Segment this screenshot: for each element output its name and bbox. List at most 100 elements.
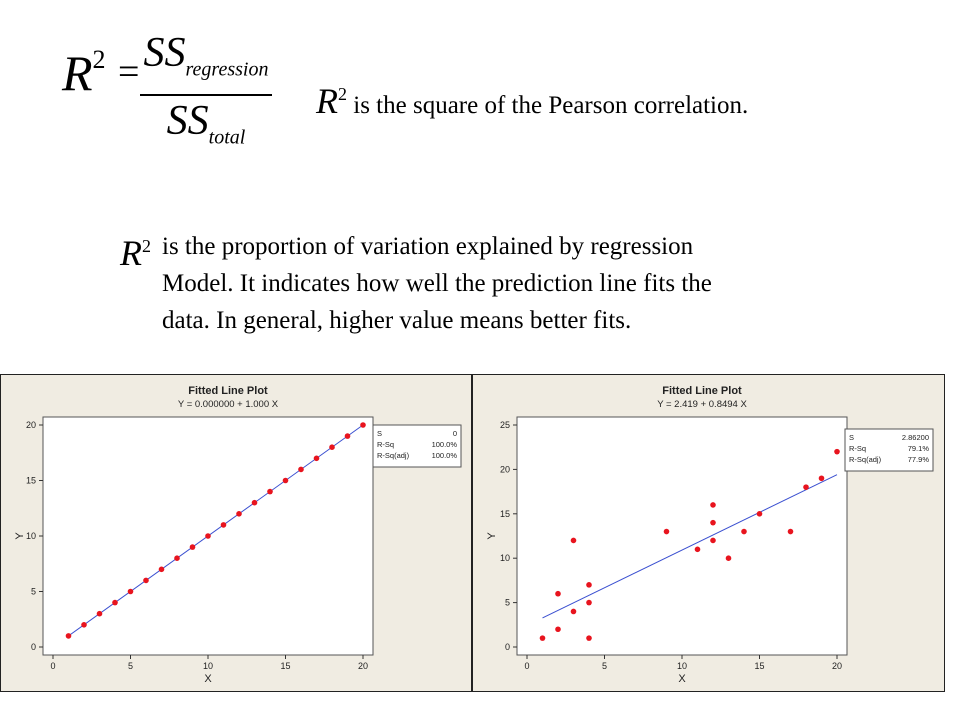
y-axis-label: Y bbox=[486, 532, 498, 540]
x-tick-label: 5 bbox=[602, 661, 607, 671]
y-tick-label: 5 bbox=[31, 587, 36, 597]
stats-box bbox=[372, 424, 462, 468]
x-tick-label: 10 bbox=[203, 661, 213, 671]
chart-subtitle: Y = 0.000000 + 1.000 X bbox=[178, 399, 279, 410]
statement2-line1: is the proportion of variation explained… bbox=[162, 233, 694, 260]
y-tick-label: 0 bbox=[505, 642, 510, 652]
data-point bbox=[205, 533, 211, 539]
data-point bbox=[663, 528, 670, 535]
data-point bbox=[313, 455, 320, 462]
y-tick-label: 5 bbox=[505, 598, 510, 608]
data-point bbox=[834, 448, 840, 455]
data-point bbox=[570, 537, 577, 544]
x-tick-label: 20 bbox=[832, 661, 842, 671]
stat-label: R-Sq(adj) bbox=[849, 455, 882, 464]
data-point bbox=[787, 528, 794, 535]
x-tick-label: 0 bbox=[50, 661, 55, 671]
x-tick-label: 10 bbox=[677, 661, 687, 671]
data-point bbox=[81, 622, 87, 628]
data-point bbox=[329, 444, 335, 450]
fitted-regression-line bbox=[68, 424, 364, 637]
stat-value: 100.0% bbox=[432, 451, 458, 460]
data-point bbox=[112, 599, 118, 606]
data-point bbox=[360, 422, 366, 428]
chart-svg: Fitted Line Plot Y = 0.000000 + 1.000 X 0 5… bbox=[14, 385, 462, 685]
statement2-line3: data. In general, higher value means bet… bbox=[162, 307, 632, 334]
data-point bbox=[555, 590, 561, 597]
stat-value: 77.9% bbox=[908, 455, 930, 464]
y-tick-label: 10 bbox=[500, 553, 510, 563]
stat-value: 100.0% bbox=[432, 440, 458, 449]
fitted-line-plot-left: Fitted Line Plot Y = 0.000000 + 1.000 X 0 5… bbox=[0, 374, 472, 692]
stat-label: R-Sq bbox=[377, 440, 394, 449]
statement2-line2: Model. It indicates how well the predict… bbox=[162, 270, 712, 297]
data-point bbox=[96, 610, 103, 617]
statement1-text: is the square of the Pearson correlation… bbox=[353, 92, 749, 119]
data-point bbox=[818, 475, 825, 482]
pearson-statement: R2 is the square of the Pearson correlat… bbox=[316, 80, 748, 122]
stat-label: S bbox=[849, 433, 854, 442]
fitted-regression-line bbox=[542, 474, 838, 619]
data-point bbox=[570, 608, 577, 615]
data-point bbox=[555, 626, 561, 633]
y-tick-label: 15 bbox=[26, 476, 36, 486]
stat-label: S bbox=[377, 429, 382, 438]
data-point bbox=[710, 519, 716, 526]
data-point bbox=[710, 537, 716, 544]
data-point bbox=[710, 502, 716, 508]
data-point bbox=[267, 488, 273, 495]
formula-denominator: SStotal bbox=[166, 98, 246, 149]
formula-lhs: R2 bbox=[62, 45, 106, 101]
x-tick-label: 20 bbox=[358, 661, 368, 671]
chart-svg: Fitted Line Plot Y = 2.419 + 0.8494 X 0 5 10… bbox=[486, 385, 934, 685]
stat-value: 2.86200 bbox=[902, 433, 929, 442]
data-point bbox=[127, 588, 134, 595]
data-point bbox=[251, 499, 258, 506]
stat-label: R-Sq(adj) bbox=[377, 451, 410, 460]
y-tick-label: 0 bbox=[31, 642, 36, 652]
data-point bbox=[803, 484, 809, 490]
data-point bbox=[756, 511, 763, 517]
x-axis-label: X bbox=[678, 673, 686, 685]
fitted-line-plot-right: Fitted Line Plot Y = 2.419 + 0.8494 X 0 5 10… bbox=[472, 374, 945, 692]
stat-value: 0 bbox=[453, 429, 457, 438]
data-point bbox=[539, 635, 546, 641]
x-tick-label: 5 bbox=[128, 661, 133, 671]
data-point bbox=[282, 477, 289, 484]
x-tick-label: 15 bbox=[754, 661, 764, 671]
proportion-statement: R2 is the proportion of variation explai… bbox=[120, 228, 880, 339]
data-point bbox=[174, 555, 180, 561]
statement2-symbol: R2 bbox=[120, 233, 151, 273]
y-tick-label: 10 bbox=[26, 531, 36, 541]
statement1-symbol: R2 bbox=[316, 81, 347, 121]
data-point bbox=[586, 635, 592, 641]
formula-fraction: SSregression SStotal bbox=[140, 30, 272, 161]
data-point bbox=[189, 544, 196, 550]
chart-title: Fitted Line Plot bbox=[662, 385, 742, 397]
data-point bbox=[586, 582, 592, 588]
data-point bbox=[220, 522, 227, 528]
y-tick-label: 20 bbox=[500, 464, 510, 474]
data-point bbox=[158, 566, 165, 573]
data-point bbox=[725, 555, 732, 561]
x-axis-label: X bbox=[204, 673, 212, 685]
y-tick-label: 20 bbox=[26, 420, 36, 430]
data-point bbox=[586, 599, 592, 606]
plot-area bbox=[516, 416, 848, 656]
stat-label: R-Sq bbox=[849, 444, 866, 453]
data-point bbox=[236, 511, 242, 517]
chart-title: Fitted Line Plot bbox=[188, 385, 268, 397]
data-point bbox=[741, 528, 747, 535]
data-point bbox=[65, 633, 72, 639]
formula-equals: = bbox=[118, 51, 140, 93]
data-point bbox=[143, 577, 149, 584]
fraction-bar bbox=[140, 94, 272, 97]
chart-subtitle: Y = 2.419 + 0.8494 X bbox=[657, 399, 747, 410]
stats-box bbox=[844, 428, 934, 472]
y-tick-label: 15 bbox=[500, 509, 510, 519]
data-point bbox=[694, 546, 701, 553]
formula-numerator: SSregression bbox=[143, 30, 269, 81]
stat-value: 79.1% bbox=[908, 444, 930, 453]
y-axis-label: Y bbox=[14, 532, 26, 540]
data-point bbox=[344, 433, 351, 439]
